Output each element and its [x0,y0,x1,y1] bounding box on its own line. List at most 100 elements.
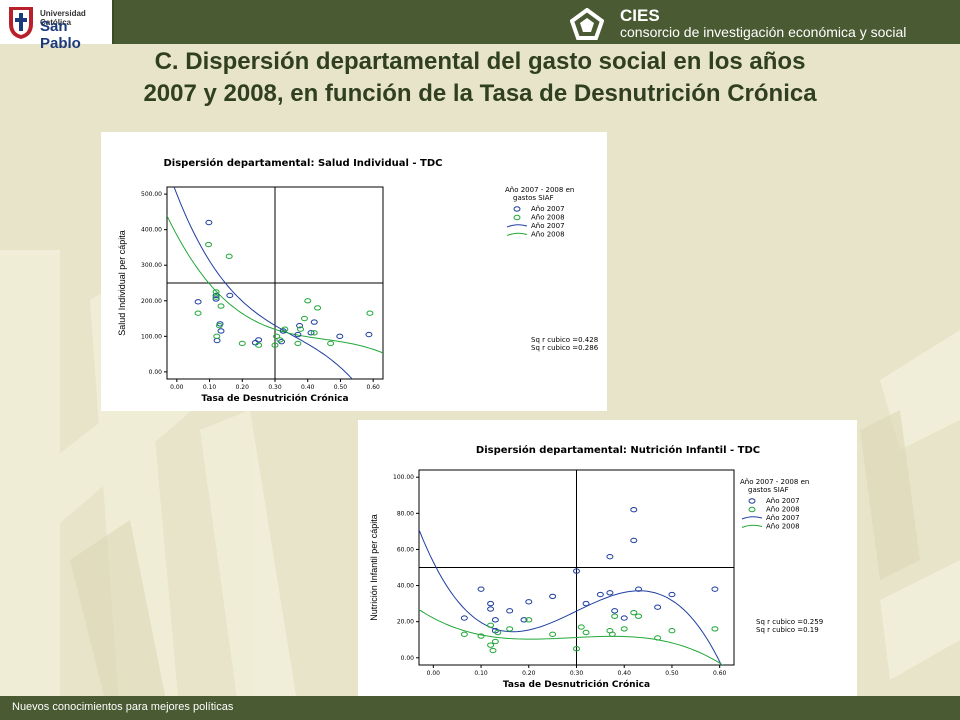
slide-title-line1: C. Dispersión departamental del gasto so… [154,48,806,75]
data-point-2007 [582,600,590,607]
legend-entry: Año 2008 [531,214,565,222]
data-point-2007 [506,608,514,614]
data-point-2007 [611,608,619,614]
data-point-2008 [487,642,495,648]
y-tick-label: 60.00 [397,546,414,553]
footer-bar: Nuevos conocimientos para mejores políti… [0,696,960,720]
footer-tagline: Nuevos conocimientos para mejores políti… [12,701,234,713]
cies-pentagon-icon [570,8,604,40]
data-point-2007 [255,337,263,343]
legend-line [506,224,528,228]
data-point-2008 [573,646,580,652]
y-axis-label: Salud Individual per cápita [117,230,127,336]
x-tick-label: 0.30 [268,384,282,391]
data-point-2007 [573,568,580,574]
x-axis-label: Tasa de Desnutrición Crónica [503,679,650,690]
university-logo: Universidad Católica San Pablo [0,0,114,52]
data-point-2008 [327,340,335,347]
data-point-2007 [491,617,499,623]
fit-line-2008 [419,609,724,665]
data-point-2008 [310,330,318,336]
chart-salud-individual: Dispersión departamental: Salud Individu… [101,132,607,411]
y-axis-label: Nutrición Infantil per cápita [369,514,379,621]
fit-line-2007 [173,187,353,379]
data-point-2008 [297,326,305,332]
data-point-2008 [294,340,302,347]
data-point-2008 [477,633,485,639]
org-subtitle: consorcio de investigación económica y s… [620,24,907,40]
legend-marker [748,498,756,504]
data-point-2008 [276,337,284,343]
x-tick-label: 0.10 [203,384,217,391]
y-tick-label: 100.00 [393,474,414,481]
data-point-2008 [489,647,497,654]
legend-entry: Año 2007 [531,205,565,213]
university-name-line2: San Pablo [40,18,81,52]
legend-line [741,516,763,520]
data-point-2008 [273,333,281,340]
data-point-2008 [212,294,220,300]
slide-title: C. Dispersión departamental del gasto so… [0,46,960,110]
x-tick-label: 0.40 [618,670,632,677]
data-point-2007 [635,586,643,592]
data-point-2007 [294,331,302,338]
y-tick-label: 20.00 [397,619,414,626]
data-point-2008 [225,253,233,260]
data-point-2007 [630,507,638,513]
legend-title-line2: gastos SIAF [513,194,554,202]
r-squared-label: Sq r cubico =0.259 [756,618,823,626]
data-point-2007 [525,599,533,605]
x-tick-label: 0.00 [170,384,184,391]
legend-marker [513,206,521,212]
y-tick-label: 0.00 [401,655,415,662]
r-squared-label: Sq r cubico =0.286 [531,344,599,352]
data-point-2007 [606,553,614,560]
data-point-2007 [205,219,213,226]
data-point-2007 [194,299,202,305]
data-point-2008 [506,626,514,632]
data-point-2007 [217,328,225,334]
data-point-2008 [460,631,468,638]
data-point-2007 [477,586,485,592]
x-axis-label: Tasa de Desnutrición Crónica [201,393,348,404]
y-tick-label: 80.00 [397,510,414,517]
data-point-2008 [494,629,502,636]
legend-title-line2: gastos SIAF [748,486,789,494]
data-point-2007 [520,617,528,623]
data-point-2007 [606,590,614,596]
r-squared-label: Sq r cubico =0.19 [756,626,819,634]
data-point-2008 [630,609,638,616]
data-point-2007 [630,537,638,544]
legend-entry: Año 2007 [766,497,800,505]
data-point-2008 [366,310,374,316]
data-point-2007 [654,604,662,610]
data-point-2008 [271,342,279,348]
legend-entry: Año 2008 [766,506,800,514]
y-tick-label: 300.00 [141,262,162,269]
data-point-2008 [304,298,312,304]
legend-marker [748,506,756,513]
data-point-2008 [215,322,223,329]
data-point-2007 [620,615,628,621]
chart-nutricion-infantil: Dispersión departamental: Nutrición Infa… [358,420,857,696]
data-point-2008 [314,305,322,311]
x-tick-label: 0.60 [367,384,381,391]
data-point-2008 [212,289,220,295]
data-point-2008 [281,326,289,332]
data-point-2008 [213,333,221,340]
x-tick-label: 0.30 [570,670,584,677]
data-point-2008 [238,340,246,347]
chart-svg: Dispersión departamental: Salud Individu… [117,157,599,404]
data-point-2007 [365,331,373,338]
x-tick-label: 0.00 [427,670,441,677]
legend-entry: Año 2007 [766,514,800,522]
y-tick-label: 0.00 [149,369,163,376]
data-point-2008 [635,613,643,619]
data-point-2008 [711,626,719,632]
legend-title: Año 2007 - 2008 en [505,186,574,194]
data-point-2007 [226,292,234,299]
data-point-2008 [217,303,225,309]
fit-line-2008 [167,215,383,354]
data-point-2007 [296,322,304,329]
legend-line [741,524,763,528]
